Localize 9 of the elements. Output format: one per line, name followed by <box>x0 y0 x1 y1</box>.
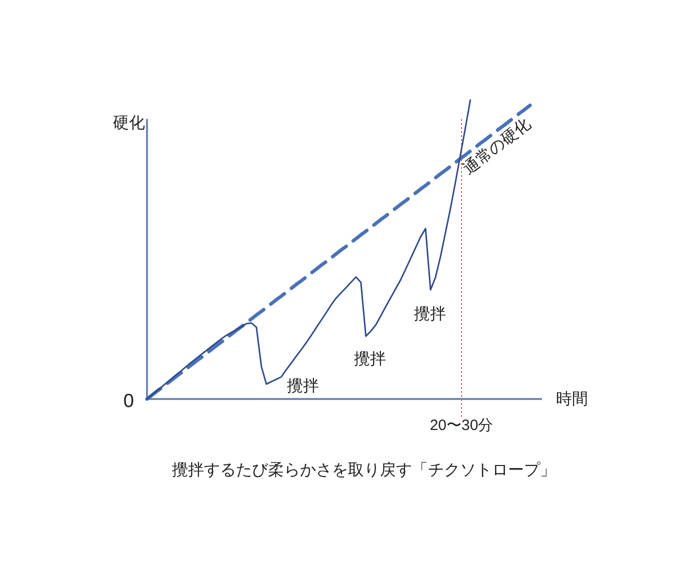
annotation: 攪拌 <box>287 377 319 395</box>
text: 通常の硬化 <box>460 114 534 178</box>
x-axis-title: 時間 <box>556 390 588 408</box>
annotation: 攪拌 <box>354 350 386 368</box>
annotation: 攪拌 <box>414 305 446 323</box>
y-axis-title: 硬化 <box>113 115 145 132</box>
text: 攪拌するたび柔らかさを取り戻す「チクソトロープ」 <box>172 461 556 479</box>
text: 20〜30分 <box>430 417 494 434</box>
text: 0 <box>123 391 134 412</box>
